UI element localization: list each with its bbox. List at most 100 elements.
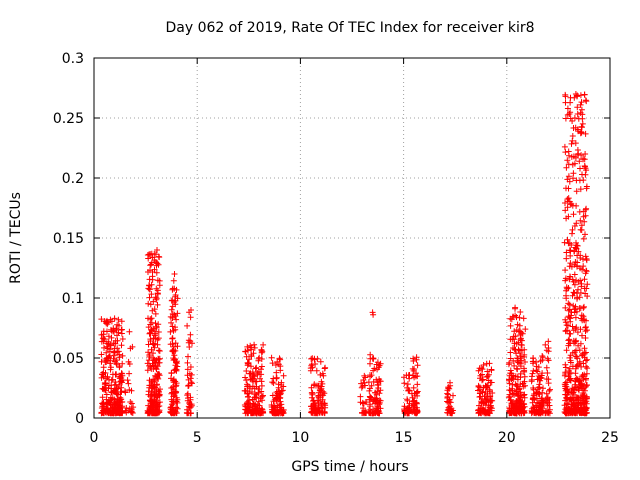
data-point xyxy=(517,363,524,370)
data-point xyxy=(168,375,174,382)
data-point xyxy=(563,404,570,411)
data-point xyxy=(518,406,525,413)
data-point xyxy=(447,382,454,389)
data-point xyxy=(124,377,131,384)
data-point xyxy=(574,295,580,302)
data-point xyxy=(173,410,180,416)
data-point xyxy=(518,347,525,354)
data-point xyxy=(375,364,382,371)
data-point xyxy=(171,392,178,399)
data-point xyxy=(409,394,416,401)
data-point xyxy=(98,316,105,323)
data-point xyxy=(311,381,318,388)
data-point xyxy=(268,354,275,361)
data-point xyxy=(413,390,420,397)
data-point xyxy=(241,387,248,394)
data-point xyxy=(562,267,569,274)
data-point xyxy=(249,396,256,403)
data-point xyxy=(275,381,282,388)
data-point xyxy=(572,140,579,147)
data-point xyxy=(146,282,152,289)
data-point xyxy=(534,408,541,415)
data-point xyxy=(485,377,492,384)
data-point xyxy=(570,153,577,160)
data-point xyxy=(114,391,121,398)
data-point xyxy=(358,380,365,387)
data-point xyxy=(577,289,584,296)
data-point xyxy=(582,357,589,364)
data-point xyxy=(187,331,194,338)
data-point xyxy=(150,362,157,369)
data-point xyxy=(247,342,254,349)
data-point xyxy=(565,300,572,307)
data-point xyxy=(184,392,191,399)
data-point xyxy=(148,392,155,399)
data-point xyxy=(156,389,162,395)
data-point xyxy=(154,403,161,410)
data-point xyxy=(511,391,518,398)
data-point xyxy=(156,254,163,261)
data-point xyxy=(543,364,550,371)
x-tick-label: 5 xyxy=(193,430,202,446)
data-point xyxy=(257,408,264,415)
data-point xyxy=(512,401,519,408)
data-point xyxy=(269,360,276,367)
data-point xyxy=(581,303,587,310)
data-point xyxy=(584,382,590,388)
data-point xyxy=(145,300,152,307)
data-point xyxy=(112,340,119,347)
data-point xyxy=(574,402,581,409)
data-point xyxy=(574,111,581,117)
data-point xyxy=(580,235,587,242)
data-point xyxy=(188,402,195,409)
data-point xyxy=(485,371,492,378)
x-tick-label: 15 xyxy=(395,430,413,446)
data-point xyxy=(246,370,253,377)
data-point xyxy=(360,377,367,383)
data-point xyxy=(545,338,552,345)
data-point xyxy=(542,410,549,417)
data-point xyxy=(413,356,420,363)
data-point xyxy=(273,406,280,413)
data-point xyxy=(572,353,579,360)
data-point xyxy=(578,280,585,287)
data-point xyxy=(577,409,584,416)
data-point xyxy=(187,314,194,321)
data-point xyxy=(242,374,249,381)
data-point xyxy=(582,130,589,137)
data-point xyxy=(579,352,585,358)
data-point xyxy=(515,328,522,335)
data-point xyxy=(507,315,514,322)
data-point xyxy=(116,375,123,382)
data-point xyxy=(156,399,163,406)
data-point xyxy=(563,287,570,294)
data-point xyxy=(115,316,122,323)
data-point xyxy=(410,384,417,391)
data-points xyxy=(98,91,591,417)
data-point xyxy=(167,328,174,335)
data-point xyxy=(255,368,262,375)
data-point xyxy=(565,195,572,202)
data-point xyxy=(583,370,590,377)
data-point xyxy=(170,376,177,383)
data-point xyxy=(170,399,177,406)
data-point xyxy=(108,405,115,412)
data-point xyxy=(189,380,195,387)
data-point xyxy=(185,353,191,360)
data-point xyxy=(576,305,583,312)
data-point xyxy=(107,401,114,408)
y-tick-label: 0.15 xyxy=(53,231,84,247)
data-point xyxy=(573,220,580,227)
data-point xyxy=(507,349,514,356)
data-point xyxy=(249,374,256,381)
data-point xyxy=(269,392,276,399)
data-point xyxy=(168,370,175,377)
data-point xyxy=(149,410,156,417)
data-point xyxy=(320,372,327,379)
data-point xyxy=(168,297,175,304)
data-point xyxy=(155,321,162,328)
data-point xyxy=(572,314,579,321)
data-point xyxy=(309,364,316,371)
data-point xyxy=(533,367,540,374)
data-point xyxy=(566,111,573,117)
